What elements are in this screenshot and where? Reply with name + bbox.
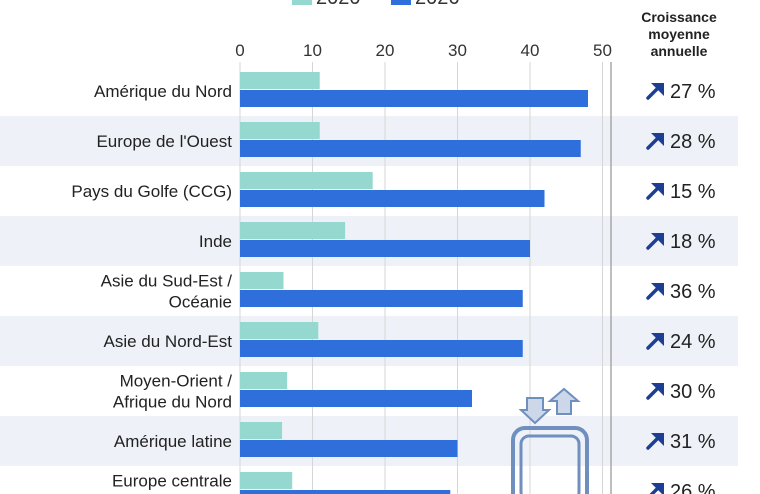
bar-2026 — [240, 240, 530, 257]
growth-item: 27 % — [646, 81, 716, 103]
legend-label: 2026 — [415, 0, 460, 9]
growth-value: 30 % — [670, 381, 716, 403]
bar-2020 — [240, 222, 346, 239]
category-label: Moyen-Orient / — [120, 372, 233, 391]
category-label: Amérique latine — [114, 432, 232, 451]
bar-2020 — [240, 322, 319, 339]
category-label: Inde — [199, 232, 232, 251]
category-label: Amérique du Nord — [94, 82, 232, 101]
growth-item: 18 % — [646, 231, 716, 253]
growth-item: 24 % — [646, 331, 716, 353]
bar-2026 — [240, 140, 581, 157]
category-label: Asie du Sud-Est / — [101, 272, 233, 291]
bar-2020 — [240, 372, 288, 389]
arrow-up-right-icon — [651, 233, 664, 246]
legend-swatch — [292, 0, 312, 5]
category-label: et de l'Est — [158, 493, 232, 494]
growth-value: 36 % — [670, 281, 716, 303]
category-label: Europe centrale — [112, 472, 232, 491]
bar-2020 — [240, 122, 320, 139]
bar-2020 — [240, 272, 284, 289]
bar-2026 — [240, 490, 451, 494]
bars — [240, 72, 588, 494]
x-tick-label: 10 — [303, 41, 322, 60]
growth-item: 26 % — [649, 481, 716, 494]
bar-2026 — [240, 290, 523, 307]
growth-header-line: annuelle — [651, 43, 708, 59]
growth-header-line: Croissance — [641, 9, 717, 25]
arrow-up-right-icon — [651, 283, 664, 296]
category-label: Europe de l'Ouest — [96, 132, 232, 151]
legend-label: 2020 — [316, 0, 361, 9]
bar-2026 — [240, 440, 458, 457]
growth-value: 27 % — [670, 81, 716, 103]
category-label: Asie du Nord-Est — [104, 332, 233, 351]
growth-item: 30 % — [646, 381, 716, 403]
arrow-down-icon — [518, 397, 552, 425]
growth-value: 24 % — [670, 331, 716, 353]
growth-item: 31 % — [646, 431, 716, 453]
arrow-up-right-icon — [651, 133, 664, 146]
growth-column: 27 % 28 % 15 % 18 % 36 % 24 % 30 % 31 % 26 % — [646, 81, 716, 494]
category-labels: Amérique du Nord Europe de l'Ouest Pays du… — [71, 82, 232, 494]
growth-value: 28 % — [670, 131, 716, 153]
arrow-up-right-icon — [651, 333, 664, 346]
bar-2020 — [240, 172, 373, 189]
growth-value: 26 % — [670, 481, 716, 494]
bar-2020 — [240, 472, 293, 489]
legend-swatch — [391, 0, 411, 5]
arrow-up-right-icon — [651, 383, 664, 396]
bar-2026 — [240, 190, 545, 207]
frame-inner — [519, 434, 581, 494]
x-tick-label: 0 — [235, 41, 244, 60]
arrow-up-right-icon — [651, 433, 664, 446]
growth-header-line: moyenne — [648, 26, 710, 42]
growth-value: 15 % — [670, 181, 716, 203]
bar-2020 — [240, 422, 283, 439]
x-tick-label: 30 — [448, 41, 467, 60]
growth-item: 15 % — [646, 181, 716, 203]
bar-2020 — [240, 72, 320, 89]
bar-2026 — [240, 340, 523, 357]
arrow-up-right-icon — [651, 483, 664, 494]
bar-2026 — [240, 90, 588, 107]
arrow-up-right-icon — [651, 83, 664, 96]
bar-2026 — [240, 390, 472, 407]
growth-value: 31 % — [670, 431, 716, 453]
growth-value: 18 % — [670, 231, 716, 253]
x-tick-label: 50 — [593, 41, 612, 60]
category-label: Afrique du Nord — [113, 393, 232, 412]
arrow-up-icon — [547, 387, 581, 415]
x-tick-label: 20 — [376, 41, 395, 60]
legend: 2020 2026 — [292, 0, 460, 9]
arrow-up-right-icon — [651, 183, 664, 196]
category-label: Pays du Golfe (CCG) — [71, 182, 232, 201]
growth-item: 36 % — [646, 281, 716, 303]
growth-item: 28 % — [646, 131, 716, 153]
x-axis-ticks: 0 10 20 30 40 50 — [235, 41, 612, 60]
x-tick-label: 40 — [521, 41, 540, 60]
transfer-icon — [511, 387, 589, 494]
category-label: Océanie — [169, 293, 232, 312]
frame-outer — [511, 426, 589, 494]
